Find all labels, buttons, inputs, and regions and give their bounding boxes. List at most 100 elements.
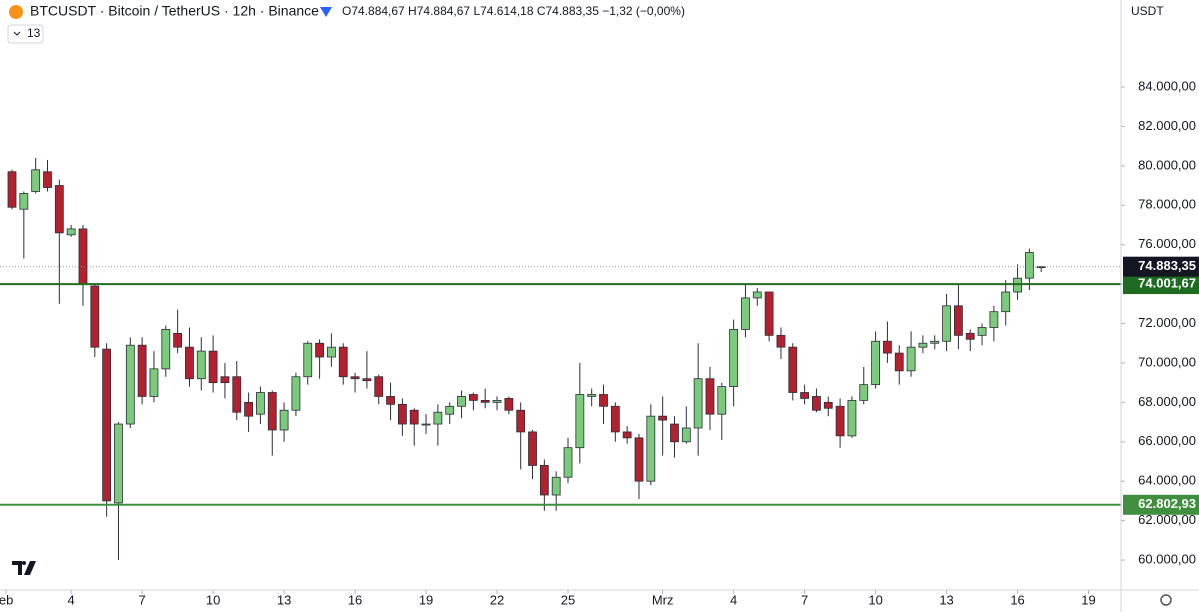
x-tick-label: Mrz: [652, 592, 674, 607]
candle-body: [575, 394, 585, 449]
candle-body: [125, 344, 135, 425]
candle-body: [516, 409, 526, 433]
y-tick-label: 78.000,00: [1138, 197, 1196, 212]
candle-body: [812, 396, 821, 411]
x-tick-label: 13: [939, 592, 953, 607]
candle-body: [433, 411, 443, 425]
y-tick-label: 60.000,00: [1138, 551, 1196, 566]
candle-body: [90, 285, 100, 348]
x-tick-label: 22: [490, 592, 504, 607]
logo-shape: [12, 561, 36, 575]
x-tick-label: 25: [561, 592, 575, 607]
candle-body: [906, 346, 916, 372]
candle-body: [196, 350, 206, 380]
candle-body: [362, 378, 372, 382]
last-price-label: 74.883,35: [1138, 258, 1196, 273]
header-bg: [0, 0, 700, 22]
candle-body: [681, 427, 691, 443]
y-tick-label: 66.000,00: [1138, 433, 1196, 448]
candle-body: [717, 386, 727, 415]
candle-body: [409, 409, 419, 425]
candle-body: [894, 352, 904, 372]
candle-body: [705, 378, 715, 415]
candle-body: [670, 423, 679, 443]
candle-body: [658, 415, 668, 421]
candle-body: [220, 376, 230, 384]
chart-title: BTCUSDT · Bitcoin / TetherUS · 12h · Bin…: [30, 3, 319, 19]
candle-body: [114, 423, 123, 504]
y-tick-label: 72.000,00: [1138, 315, 1196, 330]
candle-body: [646, 415, 656, 482]
y-tick-label: 80.000,00: [1138, 157, 1196, 172]
x-tick-label: 7: [139, 592, 146, 607]
candle-body: [279, 409, 289, 431]
candle-body: [563, 447, 573, 478]
level-label: 62.802,93: [1138, 496, 1196, 511]
candle-body: [835, 405, 845, 437]
level-label-bg: [1123, 494, 1199, 515]
candle-body: [303, 342, 313, 378]
indicator-count: 13: [27, 26, 41, 40]
x-tick-label: 10: [206, 592, 220, 607]
candle-body: [800, 392, 810, 399]
settings-icon[interactable]: [1160, 594, 1172, 606]
x-tick-label: 16: [1010, 592, 1024, 607]
candle-body: [185, 346, 194, 380]
candle-body: [397, 403, 407, 425]
candle-body: [244, 401, 254, 417]
candle-body: [610, 405, 620, 433]
candle-body: [315, 342, 324, 358]
candle-body: [1013, 277, 1022, 293]
candle-body: [729, 329, 739, 387]
candle-body: [102, 348, 112, 502]
ohlc-text: O74.884,67 H74.884,67 L74.614,18 C74.883…: [342, 4, 685, 18]
header: BTCUSDT · Bitcoin / TetherUS · 12h · Bin…: [0, 0, 700, 44]
candle-body: [741, 297, 750, 330]
candle-body: [764, 291, 774, 336]
indicator-badge[interactable]: [7, 24, 44, 44]
candle-body: [634, 437, 644, 482]
x-tick-label: eb: [0, 592, 13, 607]
candle-body: [208, 350, 218, 384]
candle-body: [66, 228, 76, 236]
candle-body: [599, 394, 608, 407]
candle-body: [338, 346, 348, 378]
x-tick-label: 4: [730, 592, 737, 607]
candle-body: [1001, 291, 1011, 313]
candle-body: [551, 476, 561, 496]
candle-body: [54, 185, 64, 234]
logo-dot: [22, 561, 26, 565]
candle-body: [445, 405, 455, 415]
candle-body: [622, 431, 632, 439]
candle-body: [327, 346, 336, 358]
y-tick-label: 82.000,00: [1138, 118, 1196, 133]
level-label-bg: [1123, 274, 1199, 295]
plot-area: [0, 157, 1121, 561]
candle-body: [31, 169, 41, 192]
candle-body: [847, 399, 857, 437]
candle-body: [149, 368, 159, 397]
candle-body: [256, 392, 265, 415]
candle-body: [7, 171, 17, 208]
candle-body: [965, 332, 975, 340]
x-tick-label: 19: [1081, 592, 1095, 607]
candle-body: [504, 398, 514, 411]
candle-body: [161, 329, 171, 370]
candle-body: [267, 392, 277, 431]
candle-body: [977, 327, 987, 336]
candle-body: [942, 305, 951, 342]
candle-body: [291, 376, 301, 411]
candle-body: [776, 334, 786, 348]
candle-body: [78, 228, 88, 285]
y-tick-label: 64.000,00: [1138, 473, 1196, 488]
level-label: 74.001,67: [1138, 276, 1196, 291]
candle-body: [883, 340, 892, 354]
y-tick-label: 62.000,00: [1138, 512, 1196, 527]
candle-body: [492, 399, 502, 403]
candle-body: [480, 399, 490, 403]
candle-body: [930, 340, 940, 344]
y-tick-label: 68.000,00: [1138, 394, 1196, 409]
x-tick-label: 10: [868, 592, 882, 607]
candle-body: [989, 311, 999, 328]
